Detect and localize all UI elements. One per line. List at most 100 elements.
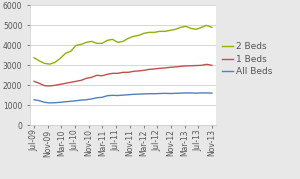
2 Beds [194, 28, 198, 30]
All Beds [210, 92, 214, 94]
All Beds [184, 92, 188, 94]
All Beds [168, 92, 172, 95]
All Beds [48, 102, 52, 104]
1 Beds [53, 84, 57, 86]
2 Beds [173, 28, 177, 30]
All Beds [80, 99, 83, 101]
All Beds [85, 99, 88, 101]
All Beds [147, 93, 151, 95]
2 Beds [85, 41, 88, 43]
2 Beds [121, 40, 125, 42]
1 Beds [80, 79, 83, 81]
All Beds [58, 101, 62, 103]
2 Beds [132, 35, 135, 37]
1 Beds [137, 70, 140, 72]
1 Beds [153, 68, 156, 70]
All Beds [106, 95, 109, 97]
1 Beds [210, 64, 214, 66]
2 Beds [210, 26, 214, 28]
All Beds [43, 101, 46, 103]
All Beds [95, 97, 99, 99]
1 Beds [147, 68, 151, 70]
All Beds [100, 96, 104, 98]
1 Beds [100, 75, 104, 77]
All Beds [69, 100, 73, 102]
1 Beds [189, 65, 193, 67]
1 Beds [48, 85, 52, 87]
All Beds [116, 95, 120, 97]
1 Beds [116, 72, 120, 74]
All Beds [137, 93, 140, 95]
All Beds [158, 92, 161, 95]
1 Beds [38, 82, 41, 84]
2 Beds [179, 26, 182, 28]
All Beds [38, 100, 41, 102]
1 Beds [111, 72, 114, 74]
1 Beds [90, 76, 93, 78]
1 Beds [142, 69, 146, 71]
2 Beds [158, 30, 161, 32]
1 Beds [132, 70, 135, 72]
2 Beds [126, 37, 130, 39]
All Beds [53, 102, 57, 104]
1 Beds [126, 71, 130, 73]
2 Beds [43, 62, 46, 64]
1 Beds [205, 63, 208, 65]
1 Beds [43, 85, 46, 87]
2 Beds [184, 25, 188, 27]
1 Beds [200, 64, 203, 66]
1 Beds [32, 80, 36, 82]
2 Beds [38, 60, 41, 62]
Legend: 2 Beds, 1 Beds, All Beds: 2 Beds, 1 Beds, All Beds [222, 42, 272, 76]
2 Beds [69, 50, 73, 52]
2 Beds [163, 30, 166, 32]
2 Beds [80, 43, 83, 45]
2 Beds [58, 57, 62, 59]
All Beds [132, 93, 135, 95]
All Beds [111, 94, 114, 96]
All Beds [200, 92, 203, 94]
2 Beds [153, 31, 156, 33]
1 Beds [95, 74, 99, 76]
All Beds [194, 92, 198, 94]
2 Beds [116, 41, 120, 43]
1 Beds [74, 80, 78, 82]
2 Beds [142, 32, 146, 34]
1 Beds [158, 67, 161, 69]
1 Beds [173, 66, 177, 68]
2 Beds [95, 42, 99, 44]
2 Beds [205, 24, 208, 26]
All Beds [126, 94, 130, 96]
All Beds [32, 99, 36, 101]
All Beds [179, 92, 182, 94]
2 Beds [64, 52, 67, 54]
All Beds [163, 92, 166, 94]
All Beds [205, 92, 208, 94]
All Beds [74, 100, 78, 102]
2 Beds [168, 29, 172, 32]
1 Beds [58, 83, 62, 85]
All Beds [90, 98, 93, 100]
All Beds [173, 92, 177, 94]
2 Beds [111, 38, 114, 40]
Line: All Beds: All Beds [34, 93, 212, 103]
1 Beds [168, 66, 172, 68]
All Beds [121, 94, 125, 96]
Line: 1 Beds: 1 Beds [34, 64, 212, 86]
1 Beds [64, 82, 67, 84]
1 Beds [85, 77, 88, 79]
2 Beds [189, 27, 193, 29]
All Beds [153, 93, 156, 95]
1 Beds [163, 67, 166, 69]
2 Beds [200, 26, 203, 28]
2 Beds [74, 44, 78, 46]
All Beds [64, 101, 67, 103]
Line: 2 Beds: 2 Beds [34, 25, 212, 64]
All Beds [189, 92, 193, 94]
2 Beds [147, 31, 151, 33]
All Beds [142, 93, 146, 95]
1 Beds [121, 71, 125, 73]
1 Beds [179, 65, 182, 67]
1 Beds [69, 81, 73, 83]
2 Beds [53, 61, 57, 63]
